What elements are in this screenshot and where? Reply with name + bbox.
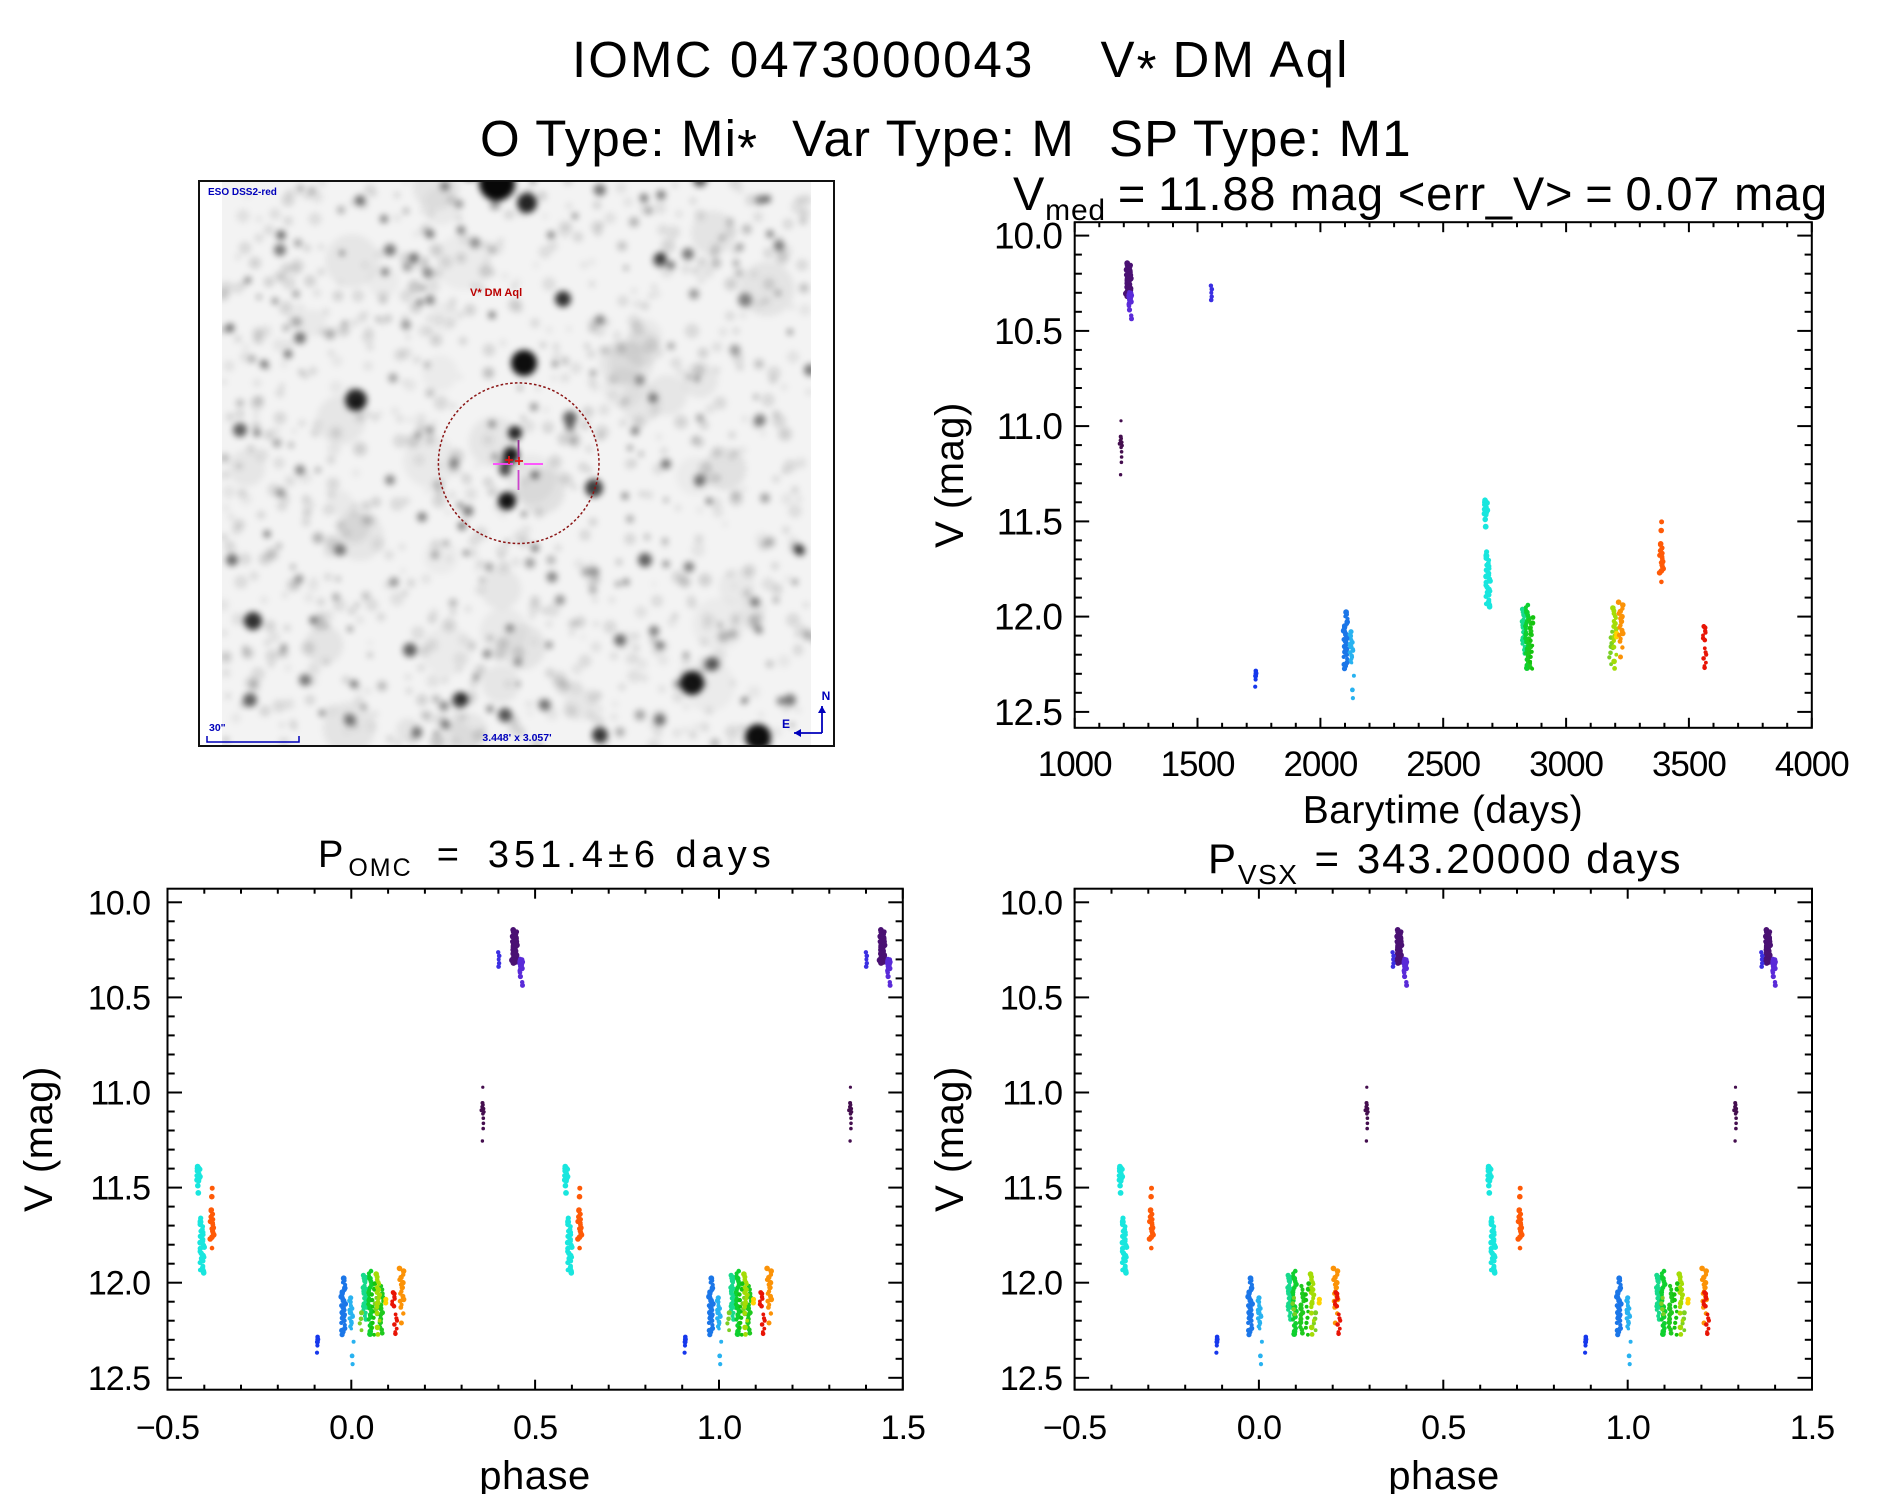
svg-text:E: E (782, 717, 790, 731)
svg-text:0.5: 0.5 (513, 1409, 557, 1447)
svg-text:3000: 3000 (1529, 745, 1603, 784)
svg-text:2500: 2500 (1406, 745, 1480, 784)
svg-text:0.5: 0.5 (1421, 1409, 1465, 1447)
svg-text:11.5: 11.5 (997, 501, 1063, 542)
svg-text:10.0: 10.0 (88, 884, 150, 922)
svg-text:POMC=351.4±6 days: POMC = 351.4±6 days (318, 834, 776, 882)
svg-text:V* DM Aql: V* DM Aql (470, 287, 522, 299)
svg-text:2000: 2000 (1283, 745, 1357, 784)
svg-text:12.5: 12.5 (88, 1360, 150, 1398)
svg-text:1000: 1000 (1038, 745, 1112, 784)
svg-text:12.5: 12.5 (994, 692, 1062, 733)
svg-text:phase: phase (1388, 1454, 1499, 1494)
svg-text:11.0: 11.0 (997, 406, 1063, 447)
svg-text:12.0: 12.0 (1000, 1265, 1062, 1303)
svg-text:12.0: 12.0 (994, 597, 1062, 638)
svg-text:4000: 4000 (1775, 745, 1849, 784)
svg-text:3.448' x 3.057': 3.448' x 3.057' (482, 732, 551, 744)
svg-text:N: N (822, 689, 831, 703)
svg-text:O Type: Mi*Var Type: MSP Type:: O Type: Mi* Var Type: M SP Type: M1 (480, 110, 1412, 176)
svg-text:V (mag): V (mag) (17, 1066, 61, 1212)
svg-text:10.5: 10.5 (88, 979, 150, 1017)
svg-text:Vmed=11.88 mag <err_V>=0.07 ma: Vmed = 11.88 mag <err_V> = 0.07 mag (1013, 167, 1828, 227)
svg-text:PVSX=343.20000 days: PVSX = 343.20000 days (1208, 835, 1682, 890)
svg-text:−0.5: −0.5 (136, 1409, 199, 1447)
svg-text:ESO DSS2-red: ESO DSS2-red (208, 187, 277, 198)
svg-text:3500: 3500 (1652, 745, 1726, 784)
svg-text:11.5: 11.5 (90, 1170, 150, 1208)
svg-text:10.5: 10.5 (994, 311, 1062, 352)
svg-text:1500: 1500 (1161, 745, 1235, 784)
svg-text:11.5: 11.5 (1002, 1170, 1062, 1208)
svg-text:11.0: 11.0 (90, 1075, 150, 1113)
svg-text:1.0: 1.0 (697, 1409, 741, 1447)
svg-text:V (mag): V (mag) (928, 402, 972, 548)
svg-text:10.0: 10.0 (1000, 884, 1062, 922)
svg-text:−0.5: −0.5 (1043, 1409, 1106, 1447)
svg-text:phase: phase (479, 1454, 590, 1494)
svg-text:30": 30" (209, 722, 226, 734)
svg-text:12.0: 12.0 (88, 1265, 150, 1303)
svg-text:1.0: 1.0 (1606, 1409, 1650, 1447)
svg-text:0.0: 0.0 (329, 1409, 373, 1447)
svg-text:V (mag): V (mag) (928, 1066, 972, 1212)
svg-text:Barytime (days): Barytime (days) (1303, 789, 1584, 832)
svg-text:1.5: 1.5 (1790, 1409, 1834, 1447)
svg-text:10.0: 10.0 (994, 216, 1062, 257)
svg-text:1.5: 1.5 (881, 1409, 925, 1447)
svg-text:12.5: 12.5 (1000, 1360, 1062, 1398)
svg-text:11.0: 11.0 (1002, 1075, 1062, 1113)
svg-text:10.5: 10.5 (1000, 979, 1062, 1017)
svg-text:0.0: 0.0 (1237, 1409, 1281, 1447)
